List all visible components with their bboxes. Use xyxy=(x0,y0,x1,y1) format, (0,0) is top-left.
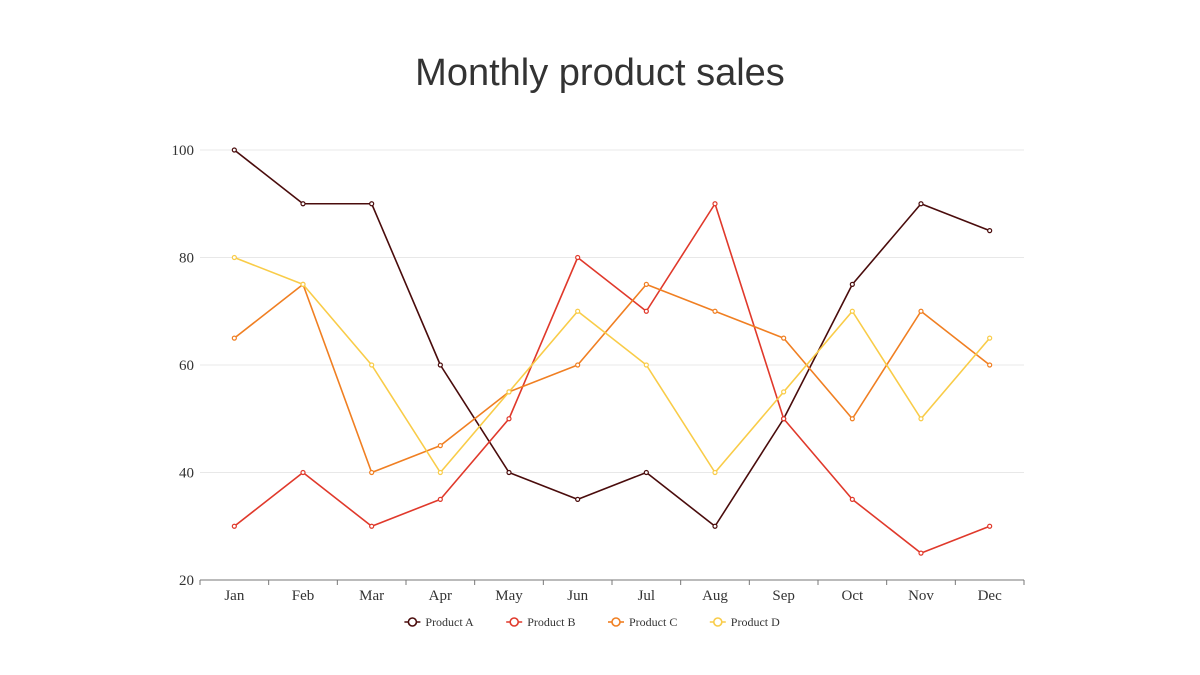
x-tick-label: Jan xyxy=(224,588,244,604)
x-tick-label: Jun xyxy=(567,588,588,604)
data-point xyxy=(506,389,512,395)
series-line xyxy=(233,283,991,474)
series-line xyxy=(233,202,990,554)
data-point xyxy=(712,469,718,476)
x-tick-label: Mar xyxy=(359,588,384,604)
data-point xyxy=(643,281,649,287)
data-point xyxy=(781,335,787,341)
legend-swatch-marker xyxy=(712,617,723,627)
data-point xyxy=(369,362,375,368)
data-point xyxy=(987,228,993,234)
data-point xyxy=(575,308,581,314)
data-point xyxy=(575,362,581,368)
axes xyxy=(199,579,1025,585)
data-point xyxy=(918,308,924,314)
data-point xyxy=(506,416,512,422)
y-tick-label: 20 xyxy=(179,573,194,589)
legend-swatch-marker xyxy=(611,617,621,627)
data-point xyxy=(918,550,924,556)
data-point xyxy=(300,201,306,207)
data-point xyxy=(300,281,306,287)
data-point xyxy=(643,469,649,476)
data-point xyxy=(231,335,237,341)
x-tick-label: May xyxy=(495,588,523,604)
data-point xyxy=(987,335,993,341)
data-point xyxy=(300,469,306,476)
x-tick-label: Nov xyxy=(908,588,934,604)
gridlines xyxy=(200,149,1024,473)
data-point xyxy=(369,469,375,476)
data-point xyxy=(918,416,924,422)
legend-label: Product A xyxy=(425,615,474,629)
data-point xyxy=(781,389,787,395)
data-point xyxy=(712,523,718,529)
y-tick-label: 40 xyxy=(179,466,194,482)
y-tick-label: 100 xyxy=(172,143,195,159)
legend-label: Product C xyxy=(629,615,677,629)
data-point xyxy=(781,416,787,422)
y-tick-label: 80 xyxy=(179,251,194,267)
data-point xyxy=(849,281,855,287)
x-tick-labels: Jan Feb Mar Apr May Jun Jul Aug Sep Oct Nov Dec xyxy=(224,588,1002,604)
legend-swatch-marker xyxy=(509,617,520,627)
data-point xyxy=(506,469,512,476)
data-point xyxy=(987,362,993,368)
legend: Product A Product B Product C Product D xyxy=(404,615,780,629)
data-point xyxy=(437,362,443,368)
legend-item[interactable]: Product A xyxy=(404,615,474,629)
x-tick-label: Jul xyxy=(638,588,656,604)
x-tick-label: Sep xyxy=(772,588,795,604)
data-point xyxy=(369,523,375,529)
series-product-c xyxy=(231,281,993,476)
x-tick-label: Oct xyxy=(841,588,863,604)
data-point xyxy=(575,496,581,502)
series-product-d xyxy=(231,254,993,476)
data-point xyxy=(575,254,581,261)
data-point xyxy=(437,443,443,449)
series-product-b xyxy=(231,201,993,556)
series-group xyxy=(231,147,993,556)
series-line xyxy=(234,256,991,474)
data-point xyxy=(849,308,855,314)
data-point xyxy=(849,496,855,502)
data-point xyxy=(231,523,237,529)
data-point xyxy=(437,496,443,502)
data-point xyxy=(231,147,237,153)
data-point xyxy=(231,254,237,261)
data-point xyxy=(712,308,718,314)
chart-title: Monthly product sales xyxy=(415,52,785,94)
x-tick-label: Feb xyxy=(292,588,315,604)
legend-swatch-marker xyxy=(407,617,418,627)
legend-label: Product B xyxy=(527,615,575,629)
x-tick-label: Apr xyxy=(429,588,452,604)
data-point xyxy=(849,416,855,422)
legend-item[interactable]: Product D xyxy=(709,615,780,629)
data-point xyxy=(643,308,649,314)
data-point xyxy=(369,201,375,207)
data-point xyxy=(437,469,443,476)
x-tick-label: Aug xyxy=(702,588,728,604)
legend-item[interactable]: Product C xyxy=(608,615,677,629)
series-line xyxy=(233,149,990,528)
data-point xyxy=(918,201,924,207)
legend-label: Product D xyxy=(731,615,780,629)
data-point xyxy=(643,362,649,368)
legend-item[interactable]: Product B xyxy=(506,615,576,629)
y-tick-label: 60 xyxy=(179,358,194,374)
data-point xyxy=(712,201,718,207)
x-tick-label: Dec xyxy=(978,588,1002,604)
y-tick-labels: 20 40 60 80 100 xyxy=(172,143,195,589)
data-point xyxy=(987,523,993,529)
